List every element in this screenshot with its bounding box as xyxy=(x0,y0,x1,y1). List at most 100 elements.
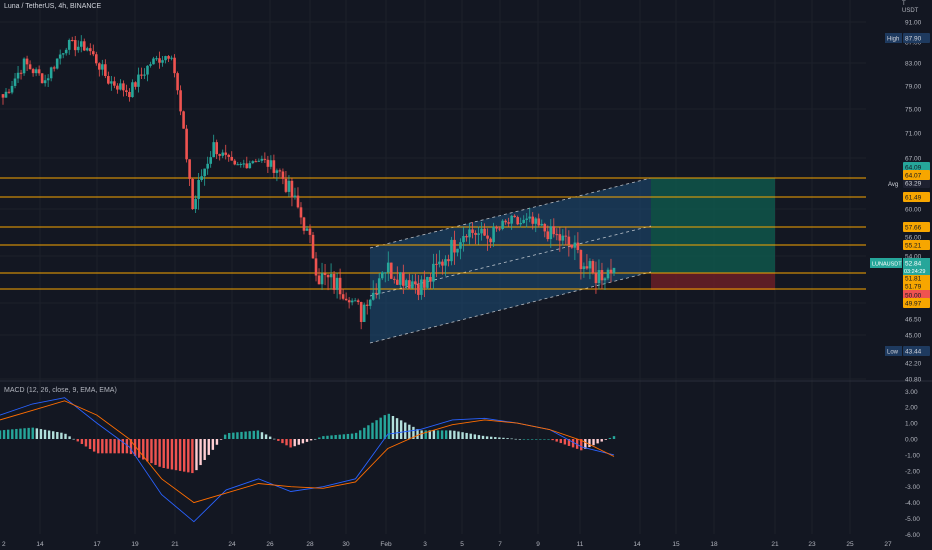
candle-body xyxy=(359,302,363,322)
macd-hist-bar xyxy=(232,432,235,439)
macd-hist-bar xyxy=(350,433,354,439)
candle-body xyxy=(341,294,345,299)
candle-body xyxy=(212,142,215,158)
candle-body xyxy=(432,263,435,282)
macd-hist-bar xyxy=(101,439,104,454)
candle-body xyxy=(468,229,471,238)
macd-hist-bar xyxy=(142,439,145,460)
high-tag-bg xyxy=(885,33,902,43)
candle-body xyxy=(495,226,498,229)
macd-hist-bar xyxy=(588,439,591,448)
macd-hist-bar xyxy=(514,438,517,440)
macd-hist-bar xyxy=(19,428,22,439)
level-label: 51.79 xyxy=(905,284,922,291)
macd-hist-bar xyxy=(539,439,542,440)
candle-body xyxy=(95,54,98,64)
macd-hist-bar xyxy=(207,439,210,455)
candle-body xyxy=(528,216,532,219)
low-value-bg xyxy=(903,346,930,356)
macd-hist-bar xyxy=(490,436,493,439)
candle-body xyxy=(122,83,125,91)
macd-hist-bar xyxy=(301,439,305,444)
macd-hist-bar xyxy=(391,415,395,439)
time-tick-label: 24 xyxy=(228,541,236,548)
macd-hist-bar xyxy=(575,439,579,449)
candle-body xyxy=(335,277,339,290)
candle-body xyxy=(167,56,170,59)
macd-hist-bar xyxy=(387,413,391,439)
macd-axis[interactable]: 3.00 2.00 1.00 0.00 -1.00 -2.00 -3.00 -4.00 -5.0… xyxy=(905,389,920,539)
candle-body xyxy=(107,76,110,84)
macd-tick-label: 3.00 xyxy=(905,389,918,396)
candle-body xyxy=(161,60,164,63)
candle-body xyxy=(543,223,547,232)
symbol-title: Luna / TetherUS, 4h, BINANCE xyxy=(4,3,102,10)
symbol-tag-bg xyxy=(870,258,902,268)
candle-body xyxy=(16,72,20,79)
time-axis[interactable]: 2 14 17 19 21 24 26 28 30 Feb 3 5 7 9 11 14 15 18 21 23 25 27 xyxy=(2,541,892,548)
candle-body xyxy=(338,277,342,295)
last-price: 52.84 xyxy=(905,261,922,268)
macd-hist-bar xyxy=(154,439,157,465)
macd-hist-bar xyxy=(502,437,505,439)
macd-hist-bar xyxy=(322,436,325,439)
macd-hist-bar xyxy=(129,439,133,455)
macd-hist-bar xyxy=(399,420,403,439)
macd-hist-bar xyxy=(68,436,71,439)
candle-body xyxy=(471,229,474,233)
candle-body xyxy=(510,215,513,224)
candle-body xyxy=(293,195,297,198)
macd-hist-bar xyxy=(551,439,554,441)
macd-hist-bar xyxy=(133,439,137,456)
candlesticks xyxy=(1,35,616,330)
candle-body xyxy=(516,217,519,225)
avg-value-bg xyxy=(903,178,930,188)
macd-hist-bar xyxy=(354,432,358,439)
level-label-bg xyxy=(903,298,930,308)
macd-tick-label: -6.00 xyxy=(905,532,920,539)
candle-body xyxy=(227,154,231,157)
candle-body xyxy=(218,154,222,156)
macd-hist-bar xyxy=(596,439,599,444)
macd-hist-bar xyxy=(223,434,227,439)
candle-body xyxy=(447,259,450,262)
macd-hist-bar xyxy=(162,439,165,469)
candle-body xyxy=(104,64,107,77)
macd-hist-bar xyxy=(313,438,317,440)
macd-hist-bar xyxy=(15,428,18,439)
position-stop-zone xyxy=(651,273,775,290)
candle-body xyxy=(570,244,574,248)
macd-tick-label: 1.00 xyxy=(905,421,918,428)
long-position-tool[interactable] xyxy=(651,178,775,290)
level-label-bg xyxy=(903,162,930,172)
level-label-bg xyxy=(903,170,930,180)
time-tick-label: 15 xyxy=(672,541,680,548)
macd-hist-bar xyxy=(191,439,194,474)
macd-hist-bar xyxy=(248,431,251,439)
price-axis[interactable]: 91.0087.0083.0079.0075.0071.0067.0064.00… xyxy=(870,20,930,384)
candle-body xyxy=(438,261,441,265)
macd-hist-bar xyxy=(0,430,2,439)
price-tick-label: 67.00 xyxy=(905,156,922,163)
price-tick-label: 40.80 xyxy=(905,377,922,384)
low-tag: Low xyxy=(887,350,899,356)
candle-body xyxy=(248,163,252,169)
macd-line xyxy=(0,397,615,523)
candle-body xyxy=(266,159,270,167)
macd-hist-bar xyxy=(23,428,26,439)
macd-hist-bar xyxy=(584,439,587,449)
macd-hist-bar xyxy=(342,434,346,439)
candle-body xyxy=(197,179,200,199)
macd-hist-bar xyxy=(461,432,464,439)
macd-hist-bar xyxy=(559,439,562,444)
price-tick-label: 91.00 xyxy=(905,20,922,27)
candle-body xyxy=(585,266,589,269)
macd-tick-label: 0.00 xyxy=(905,437,918,444)
candle-body xyxy=(332,274,336,290)
price-tick-label: 54.00 xyxy=(905,254,922,261)
signal-line xyxy=(0,400,615,504)
macd-hist-bar xyxy=(404,422,407,439)
candle-body xyxy=(170,57,173,59)
candle-body xyxy=(498,228,501,230)
